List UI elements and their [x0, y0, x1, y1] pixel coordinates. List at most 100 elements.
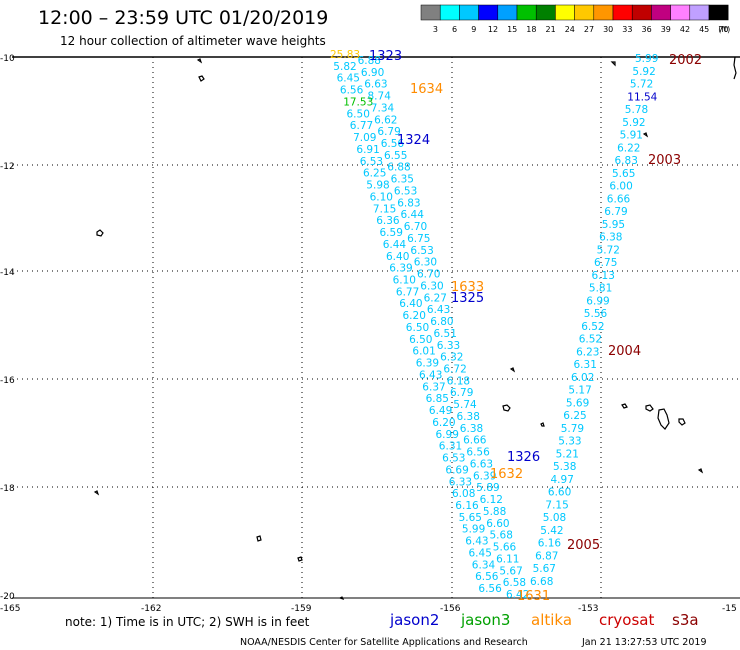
track-value: 6.00	[609, 181, 632, 193]
colorbar-label: 3	[433, 25, 438, 34]
track-value: 6.60	[548, 487, 571, 499]
track-value: 6.66	[607, 193, 631, 205]
track-value: 6.83	[397, 197, 420, 209]
colorbar-label: 12	[488, 25, 498, 34]
track-value: 7.34	[371, 102, 395, 114]
track-value: 6.99	[586, 295, 609, 307]
colorbar-swatch	[593, 4, 614, 21]
track-value: 6.42	[506, 589, 529, 601]
track-value: 25.83	[330, 49, 360, 61]
track-value: 5.78	[625, 104, 648, 116]
colorbar-label: 36	[642, 25, 652, 34]
track-value: 11.54	[627, 91, 657, 103]
track-value: 5.88	[483, 506, 506, 518]
track-value: 6.59	[380, 227, 403, 239]
y-tick-label: -10	[0, 54, 15, 64]
satellite-legend-jason3: jason3	[460, 611, 510, 629]
track-value: 5.66	[493, 542, 517, 554]
track-value: 5.74	[453, 399, 477, 411]
track-value: 6.31	[574, 359, 597, 371]
track-value: 6.62	[374, 114, 397, 126]
track-value: 6.49	[429, 405, 452, 417]
island-shape	[509, 367, 516, 373]
island-shape	[502, 404, 511, 412]
track-value: 6.58	[503, 577, 526, 589]
colorbar-label: 27	[584, 25, 594, 34]
track-value: 5.95	[602, 219, 625, 231]
colorbar-swatch	[459, 4, 479, 21]
island-shape	[697, 468, 704, 474]
track-value: 5.82	[333, 61, 356, 73]
pass-label: 1325	[451, 291, 484, 306]
pass-label: 2005	[567, 538, 600, 553]
track-value: 5.38	[553, 461, 576, 473]
x-tick-label: -156	[440, 604, 461, 614]
y-tick-label: -12	[0, 162, 15, 172]
track-value: 6.37	[422, 381, 445, 393]
track-value: 5.99	[462, 524, 485, 536]
track-value: 6.90	[361, 67, 384, 79]
pass-label: 1634	[410, 82, 443, 97]
track-value: 6.52	[581, 321, 604, 333]
pass-label: 1631	[517, 589, 550, 604]
pass-label: 1632	[490, 467, 523, 482]
track-value: 5.99	[635, 53, 658, 65]
track-value: 6.33	[449, 476, 472, 488]
satellite-legend: jason2 jason3 altika cryosat s3a	[389, 611, 699, 629]
colorbar-unit: (ft)	[718, 25, 730, 34]
track-value: 6.50	[347, 108, 370, 120]
island-shape	[678, 418, 686, 426]
track-value: 6.43	[465, 536, 488, 548]
track-value: 6.45	[469, 548, 492, 560]
colorbar-label: 70	[718, 25, 728, 34]
track-value: 6.79	[604, 206, 627, 218]
track-value: 5.98	[366, 180, 389, 192]
island-shape	[256, 535, 262, 542]
legend-note: note: 1) Time is in UTC; 2) SWH is in fe…	[65, 615, 310, 629]
track-value: 5.65	[612, 168, 635, 180]
track-value: 6.83	[615, 155, 638, 167]
colorbar-label: 42	[680, 25, 690, 34]
track-value: 6.87	[535, 551, 558, 563]
track-value: 6.25	[563, 410, 586, 422]
track-value: 6.44	[383, 239, 407, 251]
island-shape	[198, 75, 205, 82]
x-tick-labels: -165 -162 -159 -156 -153 -15	[0, 604, 737, 614]
track-value: 6.36	[376, 215, 400, 227]
track-value: 6.13	[592, 270, 615, 282]
track-value: 6.18	[447, 375, 470, 387]
island-shape	[733, 56, 737, 80]
colorbar-swatch	[708, 4, 729, 21]
track-value: 6.31	[439, 441, 462, 453]
colorbar-label: 18	[526, 25, 536, 34]
island-shape	[642, 132, 649, 138]
colorbar-swatch	[555, 4, 575, 21]
colorbar-swatch	[574, 4, 595, 21]
x-tick-label: -162	[141, 604, 161, 614]
island-shape	[196, 58, 203, 64]
track-value: 6.53	[394, 186, 417, 198]
track-value: 5.72	[597, 244, 620, 256]
track-value: 6.01	[412, 346, 435, 358]
track-value: 6.34	[472, 559, 496, 571]
track-value: 5.21	[556, 448, 579, 460]
x-tick-label: -15	[722, 604, 737, 614]
track-value: 6.08	[452, 488, 475, 500]
track-value: 6.44	[401, 209, 425, 221]
track-value: 6.43	[427, 304, 450, 316]
track-value: 6.53	[360, 156, 383, 168]
track-value: 6.79	[377, 126, 400, 138]
satellite-legend-altika: altika	[531, 611, 572, 629]
y-tick-label: -20	[0, 592, 15, 602]
track-a-values: 25.836.885.82 6.906.45 6.636.56 8.7417.537.…	[330, 49, 529, 601]
y-tick-labels: -10 -12 -14 -16 -18 -20	[0, 54, 15, 602]
track-value: 6.12	[480, 494, 503, 506]
track-value: 5.92	[632, 66, 655, 78]
track-value: 6.16	[538, 538, 562, 550]
island-shape	[338, 596, 345, 601]
track-value: 6.35	[391, 174, 414, 186]
track-value: 6.77	[350, 120, 373, 132]
track-value: 7.09	[353, 132, 376, 144]
track-value: 6.51	[434, 328, 457, 340]
